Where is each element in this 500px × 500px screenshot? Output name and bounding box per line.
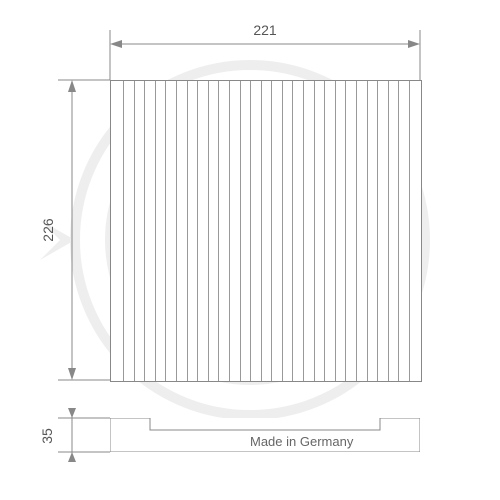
drawing-canvas: 221 226 Made in Germany 35 (0, 0, 500, 500)
dimension-thickness-label: 35 (39, 419, 55, 453)
dimension-thickness (0, 0, 500, 500)
